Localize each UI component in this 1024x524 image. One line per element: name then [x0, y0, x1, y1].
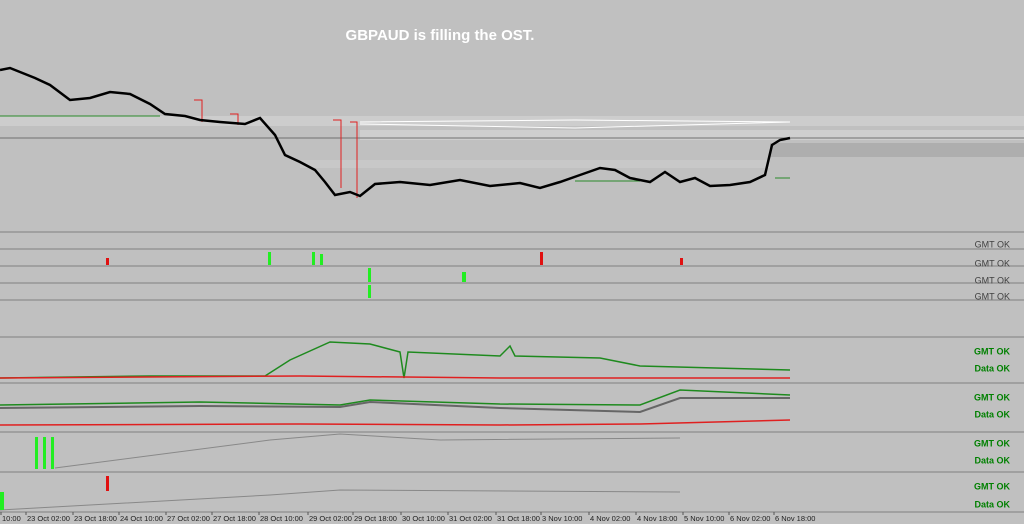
time-label: 6 Nov 18:00 — [775, 514, 815, 523]
signal-bar — [51, 437, 54, 469]
time-label: 30 Oct 10:00 — [402, 514, 445, 523]
time-label: 29 Oct 18:00 — [354, 514, 397, 523]
status-label: Data OK — [974, 409, 1010, 419]
time-label: 5 Nov 10:00 — [684, 514, 724, 523]
signal-bar — [368, 268, 371, 282]
time-label: 27 Oct 18:00 — [213, 514, 256, 523]
status-label: GMT OK — [975, 258, 1010, 268]
time-label: 31 Oct 18:00 — [497, 514, 540, 523]
time-axis: 10:00 23 Oct 02:00 23 Oct 18:00 24 Oct 10:0… — [0, 512, 815, 523]
signal-bar — [540, 252, 543, 265]
status-label: Data OK — [974, 363, 1010, 373]
time-label: 3 Nov 10:00 — [542, 514, 582, 523]
status-labels: GMT OK GMT OK GMT OK GMT OK GMT OK Data OK GMT… — [974, 239, 1010, 509]
chart-title: GBPAUD is filling the OST. — [346, 27, 535, 44]
signal-bar — [462, 272, 466, 282]
time-label: 10:00 — [2, 514, 21, 523]
signal-bar — [0, 492, 4, 510]
status-label: GMT OK — [975, 239, 1010, 249]
status-label: Data OK — [974, 499, 1010, 509]
zone — [360, 130, 1024, 140]
signal-bar — [106, 476, 109, 491]
indicator-line — [0, 419, 791, 426]
indicator-line — [0, 397, 790, 414]
signal-bar — [312, 252, 315, 265]
indicator-line — [0, 389, 791, 406]
signal-bars — [0, 252, 466, 510]
time-label: 31 Oct 02:00 — [449, 514, 492, 523]
time-label: 27 Oct 02:00 — [167, 514, 210, 523]
indicator-line — [0, 375, 790, 379]
status-label: GMT OK — [974, 346, 1010, 356]
time-label: 4 Nov 18:00 — [637, 514, 677, 523]
time-label: 6 Nov 02:00 — [730, 514, 770, 523]
signal-bar — [320, 254, 323, 265]
time-label: 23 Oct 02:00 — [27, 514, 70, 523]
status-label: Data OK — [974, 455, 1010, 465]
status-label: GMT OK — [974, 481, 1010, 491]
price-line — [0, 66, 791, 198]
indicator-line — [0, 341, 791, 379]
indicator-line — [54, 433, 681, 469]
signal-bar — [368, 285, 371, 298]
separators — [0, 231, 1024, 513]
signal-bar — [680, 258, 683, 265]
signal-bar — [35, 437, 38, 469]
zone — [770, 143, 1024, 157]
signal-bars-red — [106, 252, 683, 491]
white-wedge — [359, 119, 791, 129]
status-label: GMT OK — [974, 438, 1010, 448]
time-label: 24 Oct 10:00 — [120, 514, 163, 523]
red-markers — [194, 99, 358, 198]
status-label: GMT OK — [975, 275, 1010, 285]
indicator-line — [0, 489, 681, 511]
time-label: 28 Oct 10:00 — [260, 514, 303, 523]
status-label: GMT OK — [974, 392, 1010, 402]
time-label: 4 Nov 02:00 — [590, 514, 630, 523]
time-label: 29 Oct 02:00 — [309, 514, 352, 523]
signal-bar — [43, 437, 46, 469]
time-label: 23 Oct 18:00 — [74, 514, 117, 523]
signal-bar — [268, 252, 271, 265]
zone — [300, 160, 770, 168]
status-label: GMT OK — [975, 291, 1010, 301]
signal-bar — [106, 258, 109, 265]
